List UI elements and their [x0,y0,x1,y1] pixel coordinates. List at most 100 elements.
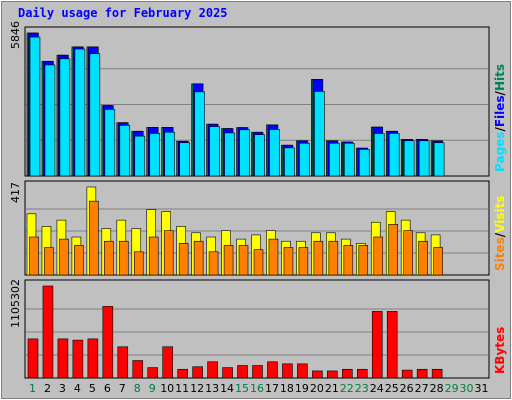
bar-pages-day-13 [209,126,220,177]
bar-pages-day-28 [433,142,445,177]
day-label-19: 19 [295,382,309,395]
day-label-10: 10 [160,382,174,395]
max-label-usage: 5846 [9,21,22,49]
bar-visits-day-22 [343,245,354,276]
bar-pages-day-11 [179,142,190,177]
max-label-kbytes: 1105302 [9,279,22,328]
bar-visits-day-27 [418,240,428,276]
bar-kbytes-day-27 [416,368,428,379]
bar-pages-day-2 [44,64,56,177]
day-label-16: 16 [250,382,264,395]
bar-pages-day-25 [388,133,400,177]
day-label-21: 21 [325,382,339,395]
legend-usage: Pages/Files/Hits [493,64,507,172]
day-label-26: 26 [400,382,414,395]
day-label-24: 24 [370,382,384,395]
day-label-11: 11 [175,382,189,395]
bar-pages-day-6 [104,109,116,177]
legend-item: Sites [493,237,507,271]
day-label-17: 17 [265,382,279,395]
bar-visits-day-9 [148,236,159,276]
bar-kbytes-day-13 [207,361,218,379]
bar-kbytes-day-12 [192,366,203,379]
day-label-29: 29 [445,382,459,395]
bar-kbytes-day-10 [162,346,173,379]
bar-kbytes-day-18 [282,363,293,379]
bar-pages-day-3 [59,58,71,177]
legend-item: / [493,127,507,132]
bar-kbytes-day-1 [27,338,39,379]
chart-title: Daily usage for February 2025 [18,6,228,20]
day-label-13: 13 [205,382,219,395]
bar-pages-day-23 [358,149,370,177]
day-label-9: 9 [149,382,156,395]
bar-pages-day-7 [119,125,131,177]
day-label-31: 31 [475,382,489,395]
bar-kbytes-day-14 [222,367,233,379]
bar-pages-day-24 [373,133,385,177]
day-label-2: 2 [44,382,51,395]
bar-pages-day-27 [418,140,430,177]
bar-pages-day-19 [299,142,310,177]
bar-kbytes-day-9 [147,367,159,379]
bar-visits-day-18 [283,247,294,276]
bar-visits-day-20 [313,240,324,276]
day-label-20: 20 [310,382,324,395]
day-label-7: 7 [119,382,126,395]
bar-visits-day-14 [223,245,234,276]
bar-pages-day-16 [254,134,265,177]
bar-visits-day-15 [238,245,249,276]
day-label-3: 3 [59,382,66,395]
bar-pages-day-18 [284,147,295,177]
bar-pages-day-17 [269,129,280,177]
bar-pages-day-4 [74,48,86,177]
bar-kbytes-day-3 [57,338,69,379]
bar-visits-day-28 [433,247,443,276]
day-label-6: 6 [104,382,111,395]
bar-pages-day-21 [329,142,340,177]
bar-visits-day-25 [388,224,398,276]
bar-pages-day-14 [224,132,235,177]
day-label-23: 23 [355,382,369,395]
legend-item: / [493,90,507,95]
bar-visits-day-23 [358,245,369,276]
bar-visits-day-21 [328,240,339,276]
bar-visits-day-19 [298,247,309,276]
max-label-visits: 417 [9,182,22,203]
bar-kbytes-day-17 [267,361,278,379]
legend-item: / [493,232,507,237]
day-label-22: 22 [340,382,354,395]
bar-visits-day-8 [133,251,144,276]
bar-visits-day-17 [268,238,279,276]
day-label-30: 30 [460,382,474,395]
bar-pages-day-20 [314,91,325,177]
bar-kbytes-day-15 [237,365,248,379]
day-label-18: 18 [280,382,294,395]
bar-kbytes-day-6 [102,306,114,379]
legend-item: Hits [493,64,507,91]
legend-item: Visits [493,196,507,233]
bar-visits-day-11 [178,243,189,276]
bar-kbytes-day-8 [132,360,144,379]
day-label-25: 25 [385,382,399,395]
bar-pages-day-12 [194,91,205,177]
day-label-14: 14 [220,382,234,395]
bar-visits-day-7 [119,240,129,276]
bar-pages-day-9 [149,133,161,177]
bar-kbytes-day-28 [431,368,443,379]
bar-visits-day-16 [253,249,264,276]
bar-kbytes-day-24 [371,311,383,379]
bar-pages-day-5 [89,53,101,177]
bar-kbytes-day-2 [42,285,54,379]
bar-visits-day-1 [29,236,39,276]
bar-kbytes-day-25 [386,311,398,379]
day-label-1: 1 [29,382,36,395]
day-label-5: 5 [89,382,96,395]
legend-item: KBytes [493,327,507,374]
bar-kbytes-day-19 [297,363,308,379]
bar-visits-day-5 [89,200,99,276]
bar-kbytes-day-5 [87,338,99,379]
